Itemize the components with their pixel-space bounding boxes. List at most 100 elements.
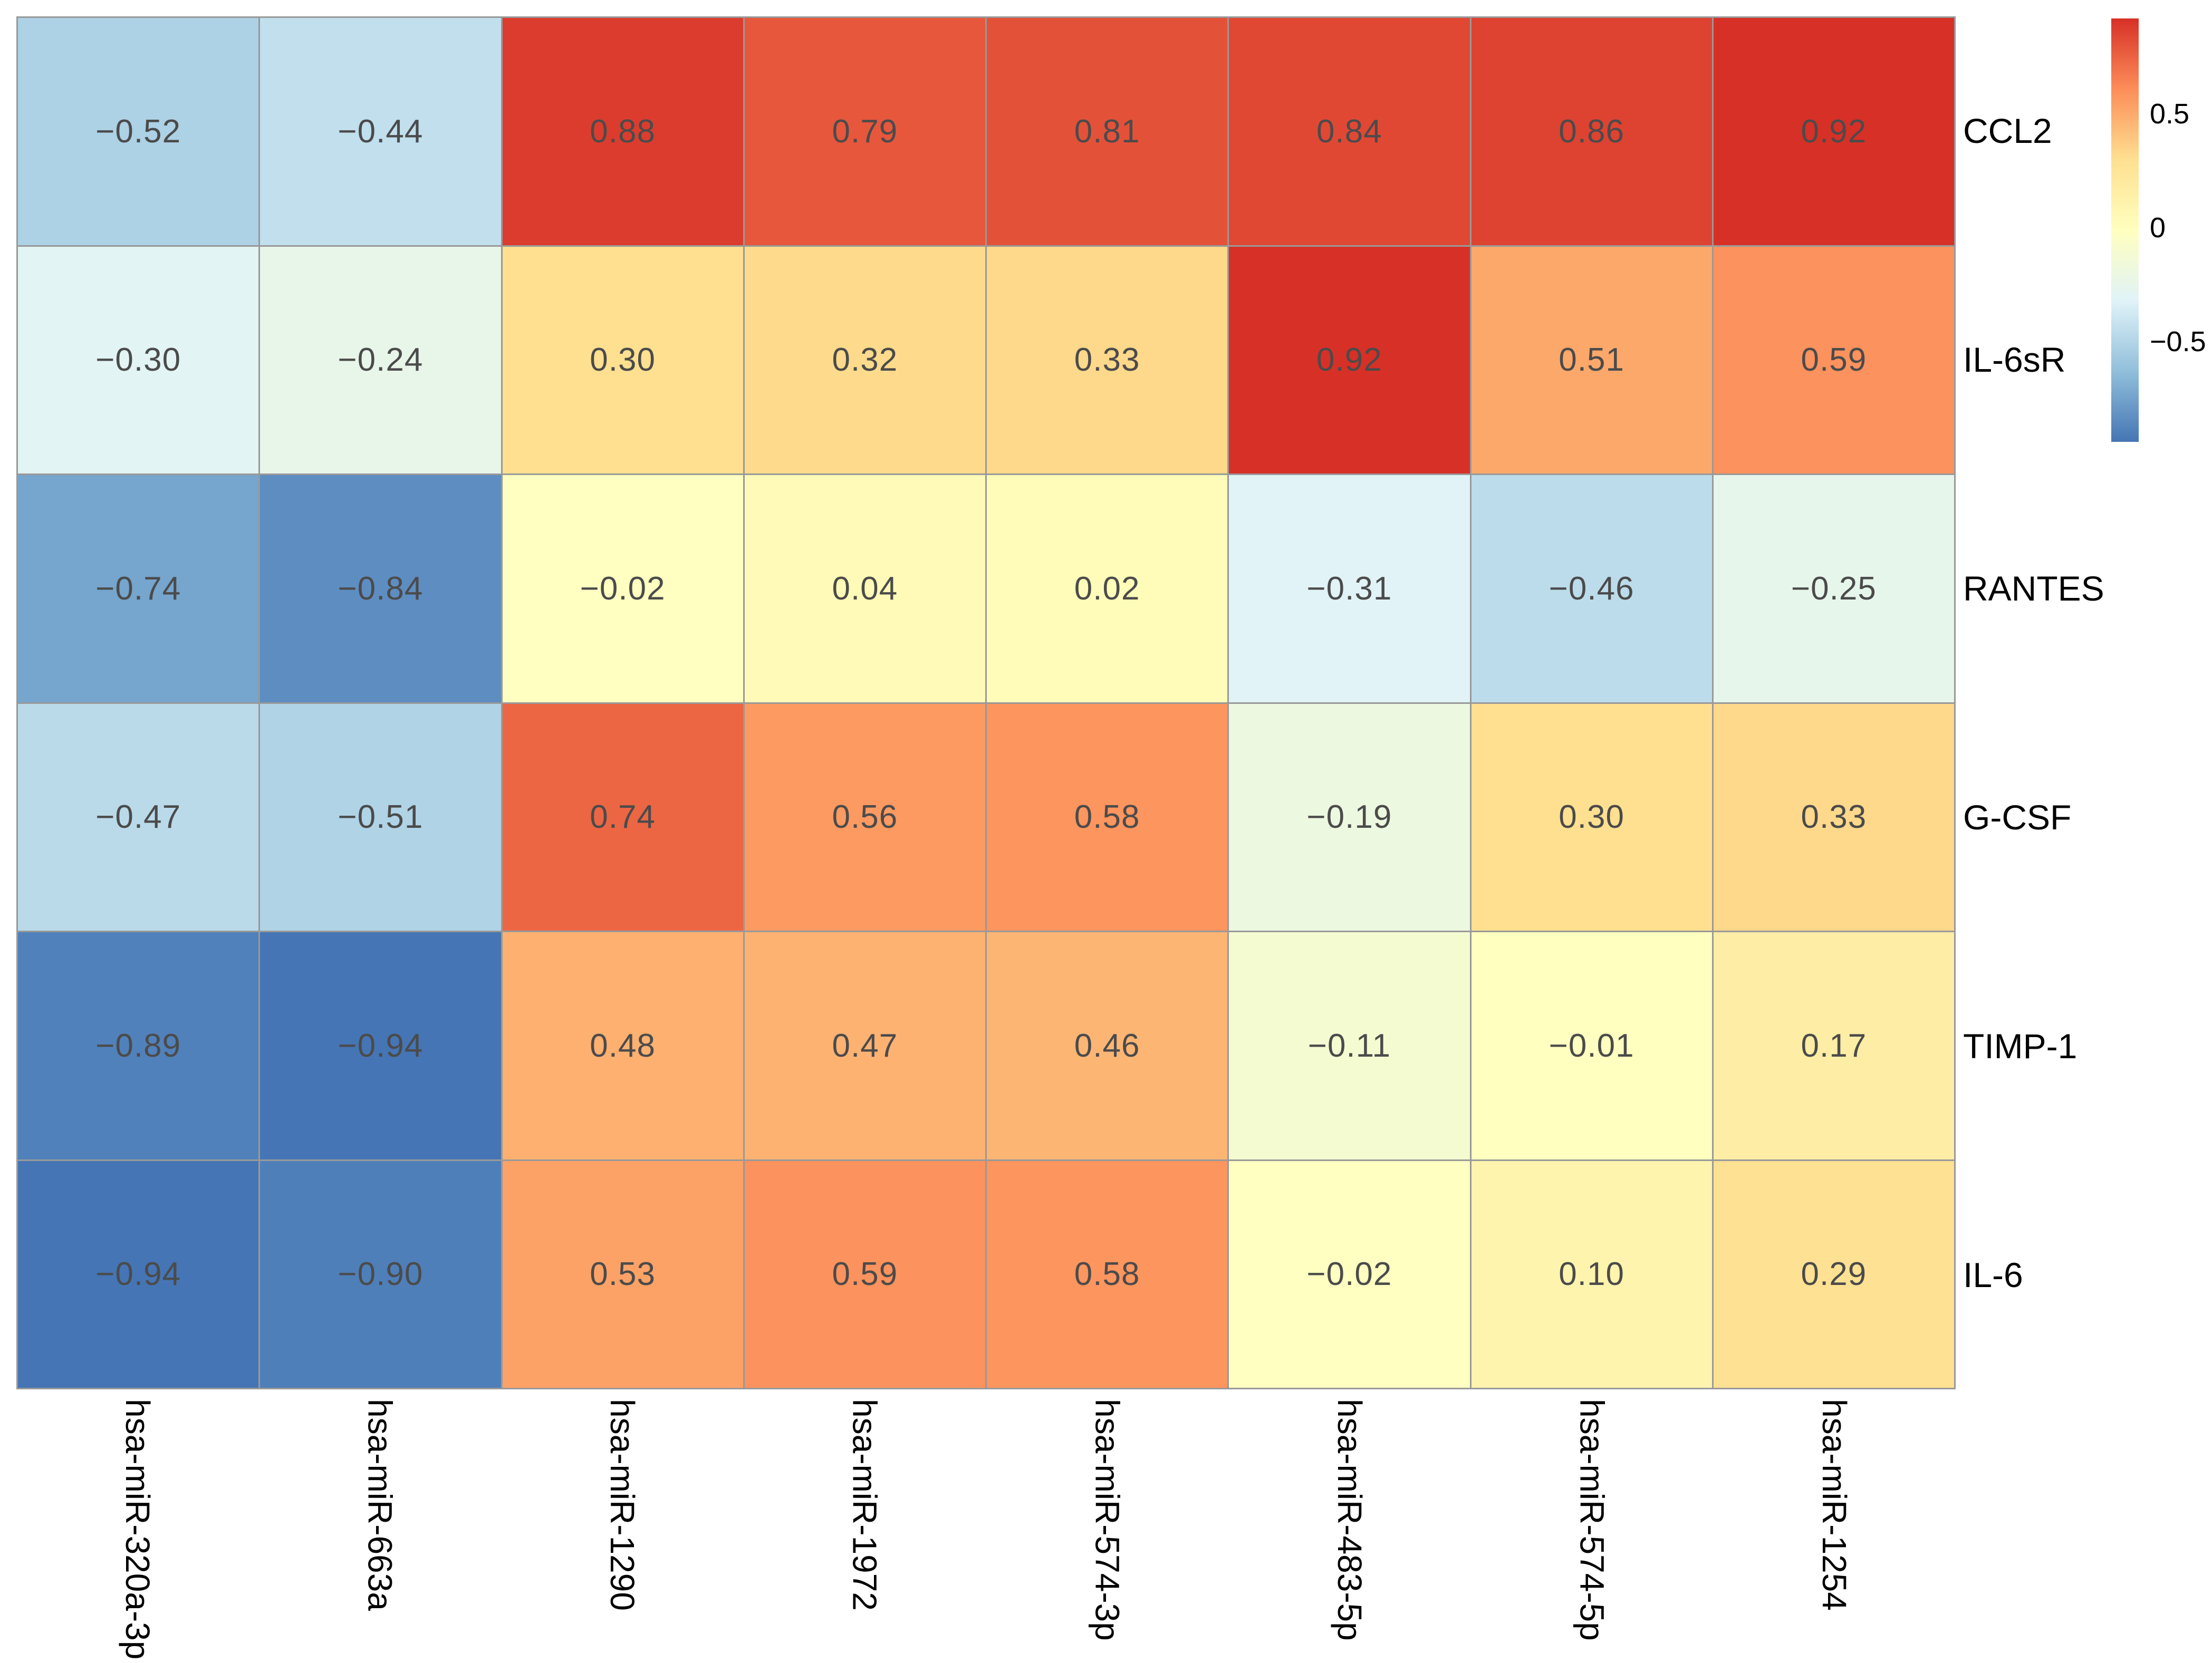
cell-value: 0.59 [832,1256,898,1293]
cell-value: 0.46 [1074,1027,1140,1064]
row-label: CCL2 [1963,111,2052,150]
heatmap-cell: 0.53 [502,1161,743,1388]
column-label: hsa-miR-574-3p [1088,1399,1127,1641]
cell-value: 0.17 [1801,1027,1867,1064]
heatmap-cell: −0.84 [260,475,501,702]
heatmap-cell: 0.33 [987,246,1228,473]
column-label: hsa-miR-1254 [1815,1399,1854,1611]
cell-value: 0.92 [1801,113,1867,150]
cell-value: −0.11 [1307,1027,1391,1064]
heatmap-cell: −0.94 [18,1161,259,1388]
cell-value: −0.84 [338,570,424,607]
heatmap-cell: −0.11 [1229,932,1470,1159]
heatmap-cell: −0.52 [18,18,259,245]
column-label: hsa-miR-663a [361,1399,399,1611]
cell-value: −0.02 [580,570,666,607]
cell-value: −0.31 [1306,570,1392,607]
cell-value: 0.81 [1074,113,1140,150]
cell-value: 0.02 [1074,570,1140,607]
column-label: hsa-miR-483-5p [1330,1399,1369,1641]
colorbar-gradient [2111,18,2139,442]
cell-value: 0.58 [1074,799,1140,836]
colorbar-ticks: 0.5 0 −0.5 [2150,18,2212,442]
heatmap-cell: 0.30 [502,246,743,473]
colorbar-tick-label: 0.5 [2150,98,2190,130]
heatmap-cell: −0.47 [18,703,259,931]
cell-value: 0.33 [1074,342,1140,379]
heatmap-cell: 0.74 [502,703,743,931]
heatmap-cell: 0.32 [744,246,985,473]
heatmap-cell: 0.88 [502,18,743,245]
heatmap-cell: 0.92 [1713,18,1954,245]
cell-value: −0.52 [95,113,181,150]
column-labels: hsa-miR-320a-3p hsa-miR-663a hsa-miR-1290 h… [16,1399,1956,1662]
cell-value: 0.04 [832,570,898,607]
row-label: IL-6sR [1963,340,2066,379]
heatmap-cell: 0.17 [1713,932,1954,1159]
cell-value: −0.30 [95,342,181,379]
row-label: TIMP-1 [1963,1027,2078,1066]
cell-value: 0.59 [1801,342,1867,379]
cell-value: −0.94 [95,1256,181,1293]
heatmap-cell: −0.24 [260,246,501,473]
cell-value: 0.47 [832,1027,898,1064]
heatmap-cell: 0.04 [744,475,985,702]
heatmap-cell: 0.56 [744,703,985,931]
cell-value: 0.51 [1559,342,1624,379]
cell-value: −0.94 [338,1027,424,1064]
heatmap-cell: 0.02 [987,475,1228,702]
colorbar-tick-label: 0 [2150,212,2166,244]
cell-value: −0.51 [338,799,424,836]
cell-value: −0.01 [1549,1027,1634,1064]
cell-value: 0.53 [590,1256,656,1293]
column-label: hsa-miR-1290 [603,1399,642,1611]
heatmap-cell: 0.92 [1229,246,1470,473]
row-label: RANTES [1963,569,2104,608]
cell-value: 0.30 [590,342,656,379]
cell-value: 0.74 [590,799,656,836]
cell-value: 0.86 [1559,113,1624,150]
heatmap-cell: 0.59 [1713,246,1954,473]
cell-value: −0.46 [1549,570,1634,607]
cell-value: 0.58 [1074,1256,1140,1293]
heatmap-cell: 0.58 [987,1161,1228,1388]
cell-value: −0.25 [1791,570,1877,607]
heatmap-cell: 0.84 [1229,18,1470,245]
heatmap-cell: 0.29 [1713,1161,1954,1388]
column-label: hsa-miR-320a-3p [118,1399,157,1660]
heatmap-cell: −0.31 [1229,475,1470,702]
heatmap-cell: 0.48 [502,932,743,1159]
heatmap-cell: −0.01 [1471,932,1712,1159]
colorbar-tick-label: −0.5 [2150,326,2206,358]
cell-value: 0.33 [1801,799,1867,836]
heatmap-grid: −0.52 −0.44 0.88 0.79 0.81 0.84 0.86 0.92 −0.30 −… [16,16,1956,1389]
heatmap-cell: 0.30 [1471,703,1712,931]
cell-value: 0.10 [1559,1256,1624,1293]
column-label: hsa-miR-1972 [845,1399,884,1611]
heatmap-cell: −0.74 [18,475,259,702]
heatmap-cell: −0.30 [18,246,259,473]
cell-value: 0.32 [832,342,898,379]
heatmap-cell: −0.90 [260,1161,501,1388]
cell-value: −0.19 [1306,799,1392,836]
cell-value: 0.30 [1559,799,1624,836]
heatmap-cell: 0.51 [1471,246,1712,473]
heatmap-cell: −0.19 [1229,703,1470,931]
heatmap-cell: 0.10 [1471,1161,1712,1388]
cell-value: 0.48 [590,1027,656,1064]
cell-value: 0.84 [1316,113,1382,150]
row-labels: CCL2 IL-6sR RANTES G-CSF TIMP-1 IL-6 [1963,16,2195,1389]
cell-value: 0.29 [1801,1256,1867,1293]
heatmap-cell: 0.58 [987,703,1228,931]
heatmap-cell: −0.94 [260,932,501,1159]
heatmap-cell: −0.02 [1229,1161,1470,1388]
heatmap-cell: 0.46 [987,932,1228,1159]
heatmap-cell: 0.86 [1471,18,1712,245]
heatmap-cell: 0.59 [744,1161,985,1388]
cell-value: −0.24 [338,342,424,379]
heatmap-cell: −0.51 [260,703,501,931]
heatmap-cell: 0.81 [987,18,1228,245]
heatmap-cell: −0.02 [502,475,743,702]
heatmap-cell: −0.46 [1471,475,1712,702]
